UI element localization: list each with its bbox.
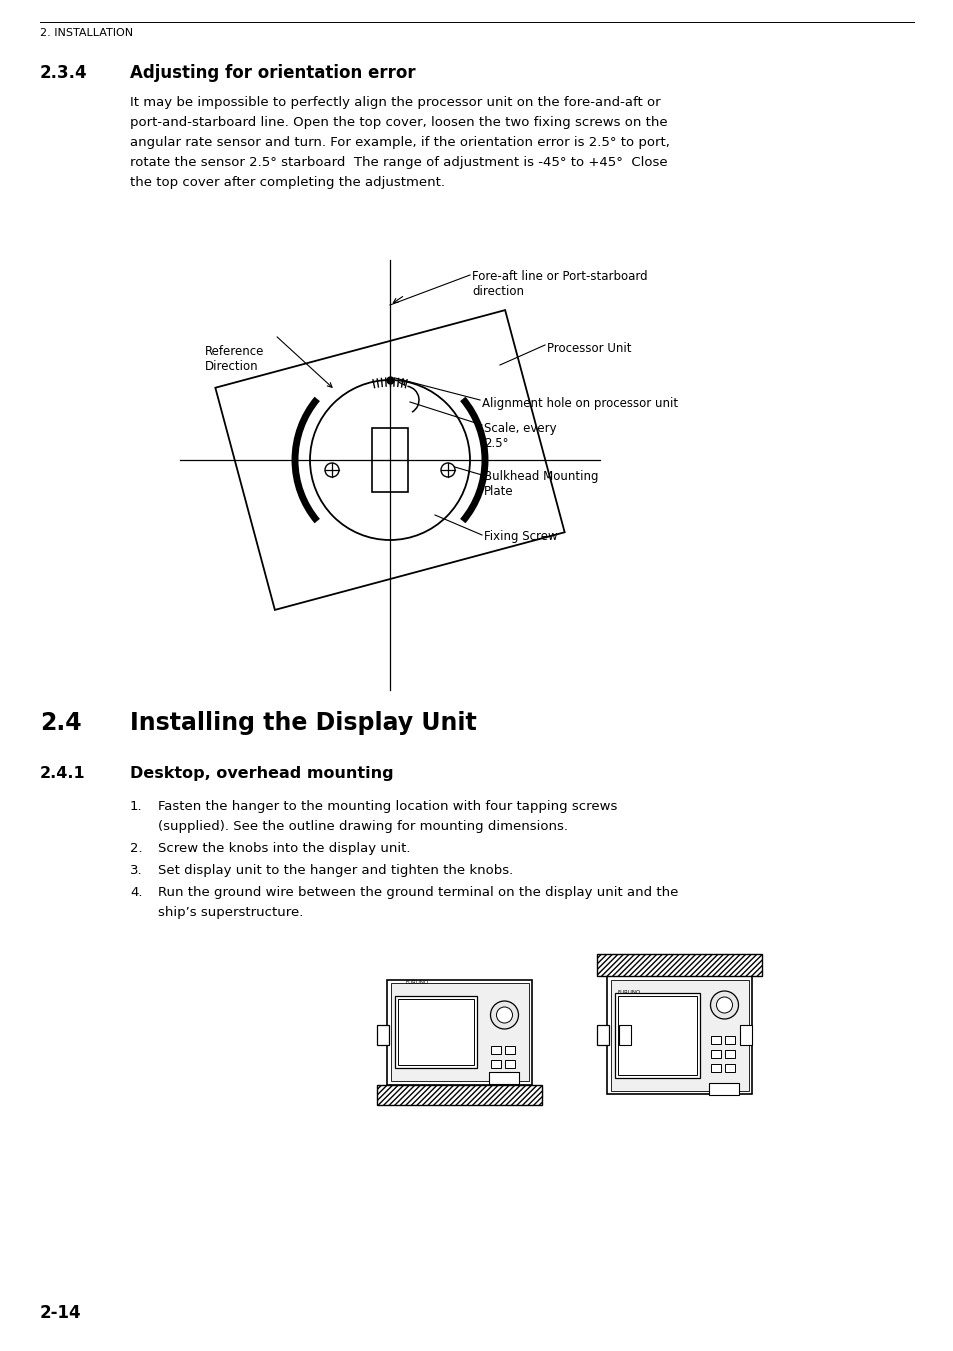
Text: Fasten the hanger to the mounting location with four tapping screws: Fasten the hanger to the mounting locati…	[158, 800, 617, 813]
Bar	[724, 1050, 735, 1058]
Text: the top cover after completing the adjustment.: the top cover after completing the adjus…	[130, 176, 444, 189]
Text: FURUNO: FURUNO	[617, 989, 640, 994]
Bar	[607, 975, 752, 1094]
Bar	[740, 1025, 752, 1046]
Bar	[724, 1065, 735, 1071]
Text: Alignment hole on processor unit: Alignment hole on processor unit	[481, 397, 678, 409]
Text: Fore-aft line or Port-starboard
direction: Fore-aft line or Port-starboard directio…	[472, 270, 647, 299]
Bar	[489, 1071, 519, 1084]
Bar	[711, 1050, 720, 1058]
Circle shape	[490, 1001, 518, 1029]
Text: Set display unit to the hanger and tighten the knobs.: Set display unit to the hanger and tight…	[158, 865, 513, 877]
Text: Installing the Display Unit: Installing the Display Unit	[130, 711, 476, 735]
Bar	[610, 979, 748, 1090]
Text: Bulkhead Mounting
Plate: Bulkhead Mounting Plate	[483, 470, 598, 499]
Text: 3.: 3.	[130, 865, 143, 877]
Bar	[491, 1061, 501, 1069]
Bar	[377, 1025, 389, 1046]
Circle shape	[710, 992, 738, 1019]
Text: Run the ground wire between the ground terminal on the display unit and the: Run the ground wire between the ground t…	[158, 886, 678, 898]
Bar	[618, 996, 697, 1074]
Text: port-and-starboard line. Open the top cover, loosen the two fixing screws on the: port-and-starboard line. Open the top co…	[130, 116, 667, 128]
Text: Screw the knobs into the display unit.: Screw the knobs into the display unit.	[158, 842, 410, 855]
Bar	[615, 993, 700, 1078]
Text: 2.3.4: 2.3.4	[40, 63, 88, 82]
Text: Scale, every
2.5°: Scale, every 2.5°	[483, 422, 556, 450]
Text: (supplied). See the outline drawing for mounting dimensions.: (supplied). See the outline drawing for …	[158, 820, 567, 834]
Text: 1.: 1.	[130, 800, 143, 813]
Text: Fixing Screw: Fixing Screw	[483, 530, 558, 543]
Bar	[398, 998, 474, 1065]
Circle shape	[496, 1006, 512, 1023]
Bar	[505, 1046, 515, 1054]
Bar	[389, 1086, 401, 1097]
Bar	[597, 954, 761, 975]
Text: 2.4.1: 2.4.1	[40, 766, 86, 781]
Bar	[372, 428, 408, 492]
Text: FURUNO: FURUNO	[405, 979, 428, 985]
Text: angular rate sensor and turn. For example, if the orientation error is 2.5° to p: angular rate sensor and turn. For exampl…	[130, 136, 669, 149]
Bar	[491, 1074, 501, 1082]
Bar	[395, 996, 477, 1069]
Text: Reference
Direction: Reference Direction	[205, 345, 264, 373]
Bar	[377, 1085, 542, 1105]
Bar	[711, 1065, 720, 1071]
Circle shape	[325, 463, 338, 477]
Text: rotate the sensor 2.5° starboard  The range of adjustment is -45° to +45°  Close: rotate the sensor 2.5° starboard The ran…	[130, 155, 667, 169]
Bar	[597, 1025, 609, 1046]
Bar	[505, 1074, 515, 1082]
Text: It may be impossible to perfectly align the processor unit on the fore-and-aft o: It may be impossible to perfectly align …	[130, 96, 659, 109]
Text: Adjusting for orientation error: Adjusting for orientation error	[130, 63, 416, 82]
Bar	[711, 1036, 720, 1044]
Text: 2-14: 2-14	[40, 1304, 82, 1323]
Bar	[387, 979, 532, 1085]
Text: 2.4: 2.4	[40, 711, 82, 735]
Bar	[391, 984, 529, 1081]
Text: Desktop, overhead mounting: Desktop, overhead mounting	[130, 766, 394, 781]
Circle shape	[716, 997, 732, 1013]
Bar	[724, 1036, 735, 1044]
Text: ship’s superstructure.: ship’s superstructure.	[158, 907, 303, 919]
Bar	[530, 1086, 542, 1097]
Bar	[618, 1025, 631, 1046]
Text: 2. INSTALLATION: 2. INSTALLATION	[40, 28, 133, 38]
Text: Processor Unit: Processor Unit	[546, 342, 631, 355]
Bar	[505, 1061, 515, 1069]
Text: 4.: 4.	[130, 886, 142, 898]
Bar	[709, 1084, 739, 1096]
Text: 2.: 2.	[130, 842, 143, 855]
Bar	[491, 1046, 501, 1054]
Circle shape	[440, 463, 455, 477]
